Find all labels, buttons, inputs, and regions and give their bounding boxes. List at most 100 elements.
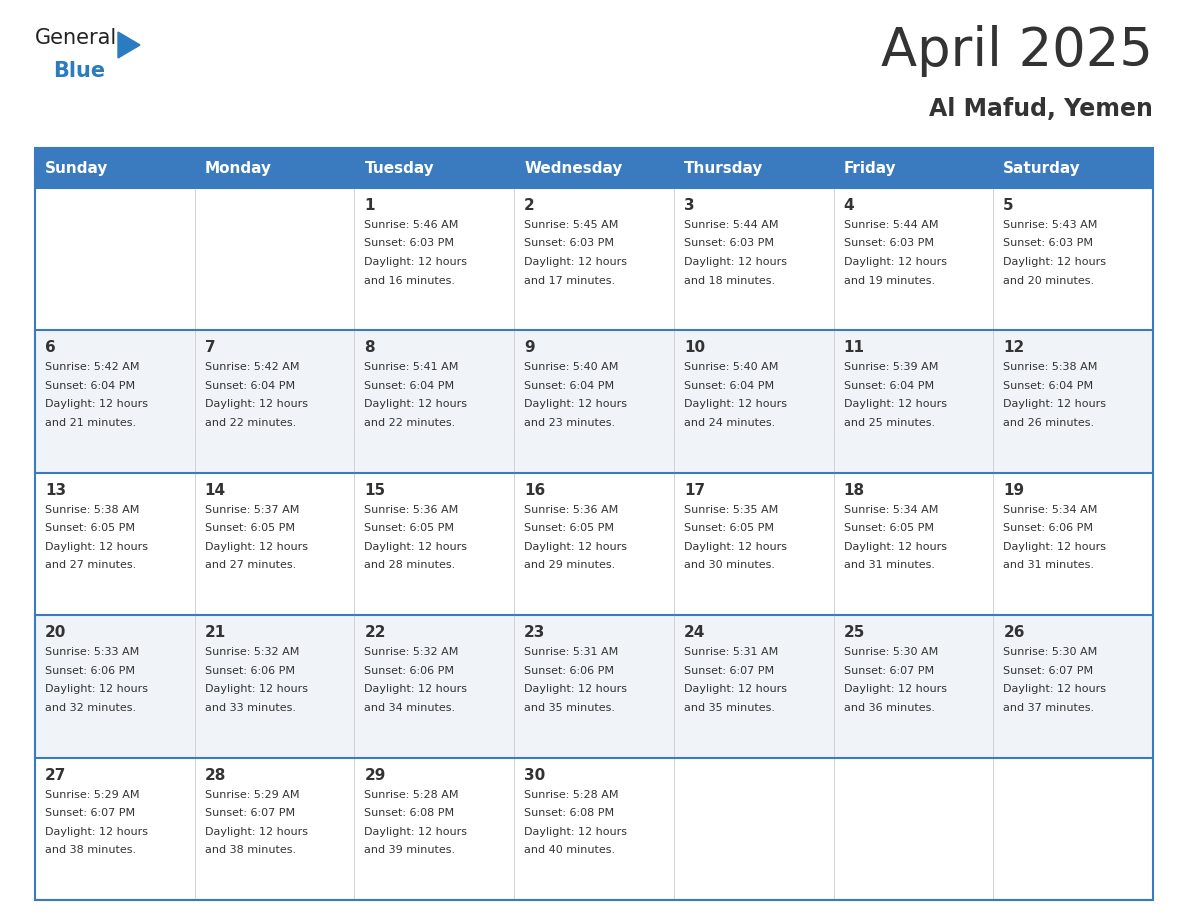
Text: Sunset: 6:05 PM: Sunset: 6:05 PM [204, 523, 295, 533]
Text: and 35 minutes.: and 35 minutes. [684, 702, 775, 712]
Bar [993, 188, 1154, 330]
Text: Daylight: 12 hours: Daylight: 12 hours [45, 399, 148, 409]
Text: Sunday: Sunday [45, 161, 108, 175]
Bar [34, 188, 195, 330]
Text: Sunset: 6:05 PM: Sunset: 6:05 PM [524, 523, 614, 533]
Text: and 26 minutes.: and 26 minutes. [1004, 418, 1094, 428]
Text: Sunset: 6:04 PM: Sunset: 6:04 PM [45, 381, 135, 391]
Bar [674, 330, 834, 473]
Text: Sunrise: 5:41 AM: Sunrise: 5:41 AM [365, 363, 459, 373]
Text: 10: 10 [684, 341, 704, 355]
Text: Sunset: 6:04 PM: Sunset: 6:04 PM [1004, 381, 1093, 391]
Text: Daylight: 12 hours: Daylight: 12 hours [1004, 257, 1106, 267]
Bar [514, 148, 674, 188]
Text: 24: 24 [684, 625, 706, 640]
Text: Sunrise: 5:28 AM: Sunrise: 5:28 AM [524, 789, 619, 800]
Text: 3: 3 [684, 198, 695, 213]
Bar [674, 757, 834, 900]
Bar [195, 330, 354, 473]
Text: 19: 19 [1004, 483, 1024, 498]
Text: Saturday: Saturday [1004, 161, 1081, 175]
Text: Daylight: 12 hours: Daylight: 12 hours [365, 826, 467, 836]
Text: 25: 25 [843, 625, 865, 640]
Text: and 25 minutes.: and 25 minutes. [843, 418, 935, 428]
Text: Sunrise: 5:30 AM: Sunrise: 5:30 AM [1004, 647, 1098, 657]
Text: Sunset: 6:06 PM: Sunset: 6:06 PM [204, 666, 295, 676]
Text: Sunrise: 5:46 AM: Sunrise: 5:46 AM [365, 220, 459, 230]
Text: Sunrise: 5:32 AM: Sunrise: 5:32 AM [204, 647, 299, 657]
Text: 7: 7 [204, 341, 215, 355]
Bar [993, 757, 1154, 900]
Text: 5: 5 [1004, 198, 1013, 213]
Text: Daylight: 12 hours: Daylight: 12 hours [204, 826, 308, 836]
Text: 13: 13 [45, 483, 67, 498]
Text: 15: 15 [365, 483, 386, 498]
Text: and 21 minutes.: and 21 minutes. [45, 418, 137, 428]
Text: Sunset: 6:06 PM: Sunset: 6:06 PM [524, 666, 614, 676]
Text: and 27 minutes.: and 27 minutes. [204, 560, 296, 570]
Text: Daylight: 12 hours: Daylight: 12 hours [843, 399, 947, 409]
Bar [514, 473, 674, 615]
Bar [34, 615, 195, 757]
Text: Sunrise: 5:35 AM: Sunrise: 5:35 AM [684, 505, 778, 515]
Text: Daylight: 12 hours: Daylight: 12 hours [684, 542, 786, 552]
Text: Sunrise: 5:29 AM: Sunrise: 5:29 AM [45, 789, 139, 800]
Text: Sunset: 6:04 PM: Sunset: 6:04 PM [365, 381, 455, 391]
Text: Sunset: 6:06 PM: Sunset: 6:06 PM [365, 666, 455, 676]
Text: and 31 minutes.: and 31 minutes. [1004, 560, 1094, 570]
Text: 29: 29 [365, 767, 386, 783]
Text: Daylight: 12 hours: Daylight: 12 hours [524, 257, 627, 267]
Text: 18: 18 [843, 483, 865, 498]
Text: Sunset: 6:05 PM: Sunset: 6:05 PM [45, 523, 135, 533]
Text: Sunset: 6:03 PM: Sunset: 6:03 PM [524, 239, 614, 249]
Bar [354, 615, 514, 757]
Bar [195, 188, 354, 330]
Text: Sunrise: 5:33 AM: Sunrise: 5:33 AM [45, 647, 139, 657]
Text: and 40 minutes.: and 40 minutes. [524, 845, 615, 855]
Text: Daylight: 12 hours: Daylight: 12 hours [684, 684, 786, 694]
Text: Daylight: 12 hours: Daylight: 12 hours [684, 257, 786, 267]
Text: and 38 minutes.: and 38 minutes. [45, 845, 137, 855]
Text: Sunrise: 5:28 AM: Sunrise: 5:28 AM [365, 789, 459, 800]
Text: 21: 21 [204, 625, 226, 640]
Bar [674, 615, 834, 757]
Text: Daylight: 12 hours: Daylight: 12 hours [1004, 542, 1106, 552]
Text: and 32 minutes.: and 32 minutes. [45, 702, 137, 712]
Text: and 37 minutes.: and 37 minutes. [1004, 702, 1094, 712]
Bar [834, 473, 993, 615]
Text: Friday: Friday [843, 161, 896, 175]
Text: Sunrise: 5:43 AM: Sunrise: 5:43 AM [1004, 220, 1098, 230]
Text: 22: 22 [365, 625, 386, 640]
Text: Sunrise: 5:42 AM: Sunrise: 5:42 AM [204, 363, 299, 373]
Bar [195, 473, 354, 615]
Bar [834, 757, 993, 900]
Text: 12: 12 [1004, 341, 1024, 355]
Text: Sunrise: 5:38 AM: Sunrise: 5:38 AM [1004, 363, 1098, 373]
Bar [674, 188, 834, 330]
Text: Sunset: 6:07 PM: Sunset: 6:07 PM [204, 808, 295, 818]
Text: Sunrise: 5:36 AM: Sunrise: 5:36 AM [524, 505, 619, 515]
Bar [34, 757, 195, 900]
Text: Monday: Monday [204, 161, 272, 175]
Text: Sunset: 6:08 PM: Sunset: 6:08 PM [524, 808, 614, 818]
Text: Sunset: 6:07 PM: Sunset: 6:07 PM [843, 666, 934, 676]
Text: Daylight: 12 hours: Daylight: 12 hours [45, 542, 148, 552]
Text: Daylight: 12 hours: Daylight: 12 hours [843, 542, 947, 552]
Bar [993, 473, 1154, 615]
Text: 30: 30 [524, 767, 545, 783]
Text: Daylight: 12 hours: Daylight: 12 hours [204, 399, 308, 409]
Text: Sunset: 6:07 PM: Sunset: 6:07 PM [684, 666, 775, 676]
Bar [674, 148, 834, 188]
Bar [195, 615, 354, 757]
Text: and 16 minutes.: and 16 minutes. [365, 275, 455, 285]
Text: 16: 16 [524, 483, 545, 498]
Text: Sunset: 6:04 PM: Sunset: 6:04 PM [684, 381, 775, 391]
Text: and 23 minutes.: and 23 minutes. [524, 418, 615, 428]
Text: Sunset: 6:03 PM: Sunset: 6:03 PM [365, 239, 455, 249]
Text: Sunset: 6:03 PM: Sunset: 6:03 PM [684, 239, 773, 249]
Text: and 29 minutes.: and 29 minutes. [524, 560, 615, 570]
Text: Daylight: 12 hours: Daylight: 12 hours [684, 399, 786, 409]
Text: Sunrise: 5:44 AM: Sunrise: 5:44 AM [684, 220, 778, 230]
Text: Tuesday: Tuesday [365, 161, 434, 175]
Bar [834, 330, 993, 473]
